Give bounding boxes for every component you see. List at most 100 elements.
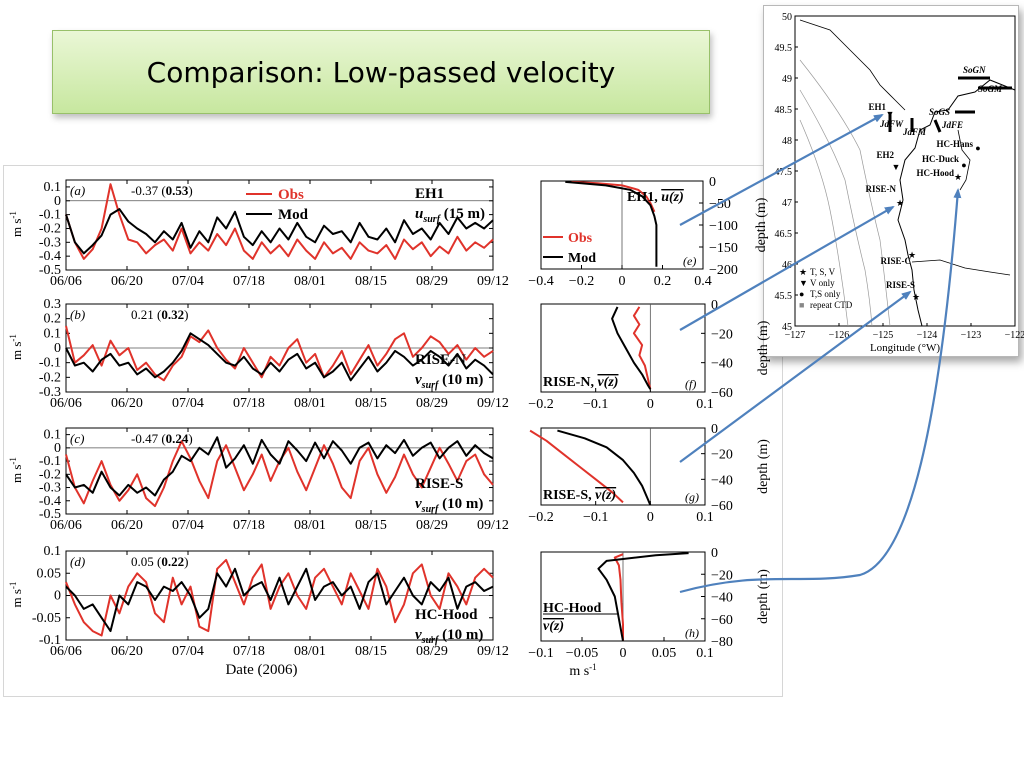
y-tick-label: 0 [711, 422, 718, 437]
station-label: RISE-C [880, 256, 911, 266]
y-axis-label: depth (m) [756, 439, 771, 494]
station-label: RISE-S [886, 280, 915, 290]
x-tick-label: 07/18 [233, 396, 265, 411]
section-label: SoGN [963, 65, 986, 75]
vancouver-island-coast [799, 19, 906, 111]
variable-label: usurf (15 m) [415, 206, 485, 225]
lat-tick-label: 47.5 [775, 167, 793, 178]
lat-tick-label: 48.5 [775, 105, 793, 116]
profile-title: RISE-N, v(z) [543, 375, 618, 390]
x-tick-label: 07/04 [172, 274, 204, 289]
stats-label: -0.47 (0.24) [131, 431, 193, 446]
lon-tick-label: −122 [1005, 330, 1024, 341]
series-line-obs [65, 440, 494, 508]
x-tick-label: −0.05 [566, 646, 598, 661]
station-label: EH1 [868, 102, 886, 112]
profile-line-obs [613, 553, 624, 641]
y-tick-label: -0.05 [32, 611, 61, 626]
x-tick-label: 0 [647, 397, 654, 412]
station-marker: ▼ [886, 109, 895, 119]
station-marker: ★ [908, 250, 916, 260]
y-tick-label: −150 [709, 241, 738, 256]
series-line-obs [65, 558, 494, 637]
timeseries-panel-d: 0.1 0.05 0 -0.05 -0.106/06 06/20 07/04 07/18 08/… [8, 544, 509, 678]
y-tick-label: 0.2 [44, 312, 62, 327]
x-tick-label: 07/04 [172, 644, 204, 659]
panel-frame [540, 303, 706, 393]
profile-title: RISE-S, v(z) [543, 488, 616, 503]
bathymetry-contour [799, 89, 873, 327]
x-tick-label: 09/12 [477, 644, 509, 659]
y-tick-label: 0.3 [44, 297, 62, 312]
x-tick-label: 07/04 [172, 396, 204, 411]
x-axis-label: Date (2006) [225, 662, 297, 678]
y-tick-label: -0.1 [39, 356, 61, 371]
y-tick-label: 0 [54, 341, 61, 356]
y-tick-label: -0.5 [39, 263, 61, 278]
map-legend-label: T, S, V [810, 267, 836, 277]
panel-label: (b) [70, 307, 85, 322]
columbia-river [911, 259, 1011, 276]
x-tick-label: 08/29 [416, 644, 448, 659]
y-tick-label: 0 [711, 546, 718, 561]
legend-label-obs: Obs [278, 187, 304, 203]
variable-label: vsurf (10 m) [415, 372, 483, 391]
x-tick-label: 0 [620, 646, 627, 661]
station-label: HC-Hood [916, 168, 954, 178]
y-tick-label: −60 [711, 499, 733, 514]
series-line-mod [65, 567, 494, 633]
y-tick-label: -0.2 [39, 221, 61, 236]
station-label: HC-Hans [936, 139, 973, 149]
section-label: JdFM [902, 127, 927, 137]
x-tick-label: 08/15 [355, 644, 387, 659]
x-tick-label: −0.4 [528, 274, 553, 289]
y-tick-label: -0.5 [39, 507, 61, 522]
x-tick-label: 06/20 [111, 518, 143, 533]
station-map [763, 5, 1019, 357]
x-tick-label: 07/18 [233, 274, 265, 289]
y-tick-label: -0.2 [39, 370, 61, 385]
section-label: SoGM [978, 84, 1003, 94]
x-tick-label: −0.2 [528, 510, 553, 525]
y-tick-label: −60 [711, 386, 733, 401]
lat-tick-label: 49.5 [775, 43, 793, 54]
series-line-obs [65, 183, 494, 260]
callout-arrow [679, 114, 884, 226]
x-tick-label: 08/01 [294, 518, 326, 533]
y-tick-label: −80 [711, 635, 733, 650]
map-legend-label: V only [810, 278, 835, 288]
y-tick-label: -0.4 [39, 494, 61, 509]
profile-panel-h: −0.1 −0.05 0 0.05 0.1 0 −20 −40 −60 −80 depth (m) (… [528, 546, 771, 679]
map-legend-symbol: ■ [799, 300, 804, 310]
x-tick-label: 0.4 [694, 274, 712, 289]
y-axis-label: m s-1 [8, 211, 24, 237]
profile-line-mod [557, 429, 652, 506]
station-name: EH1 [415, 186, 444, 202]
lat-tick-label: 47 [782, 198, 792, 209]
y-tick-label: 0.1 [44, 326, 62, 341]
station-marker: ▼ [892, 162, 901, 172]
profile-panel-f: −0.2 −0.1 0 0.1 0 −20 −40 −60 depth (m) (f) RISE-N… [528, 298, 771, 412]
y-axis-label: m s-1 [8, 334, 24, 360]
y-axis-label: depth (m) [756, 320, 771, 375]
callout-arrow [679, 205, 895, 331]
bathymetry-contour [799, 59, 891, 327]
coastline [897, 79, 1016, 327]
station-label: HC-Duck [922, 154, 959, 164]
x-tick-label: −0.1 [583, 510, 608, 525]
station-name: RISE-S [415, 476, 463, 492]
map-legend-symbol: ★ [799, 267, 807, 277]
stats-label: 0.21 (0.32) [131, 307, 188, 322]
panel-label: (f) [685, 377, 696, 391]
y-tick-label: −100 [709, 219, 738, 234]
x-tick-label: 0.1 [696, 397, 714, 412]
y-tick-label: -0.1 [39, 454, 61, 469]
y-tick-label: −40 [711, 473, 733, 488]
lat-tick-label: 46 [782, 260, 792, 271]
x-tick-label: 08/01 [294, 396, 326, 411]
profile-panel-g: −0.2 −0.1 0 0.1 0 −20 −40 −60 depth (m) (g) RISE-S… [528, 422, 771, 525]
y-tick-label: 0.05 [37, 566, 62, 581]
x-tick-label: 07/04 [172, 518, 204, 533]
y-axis-label: depth (m) [756, 569, 771, 624]
